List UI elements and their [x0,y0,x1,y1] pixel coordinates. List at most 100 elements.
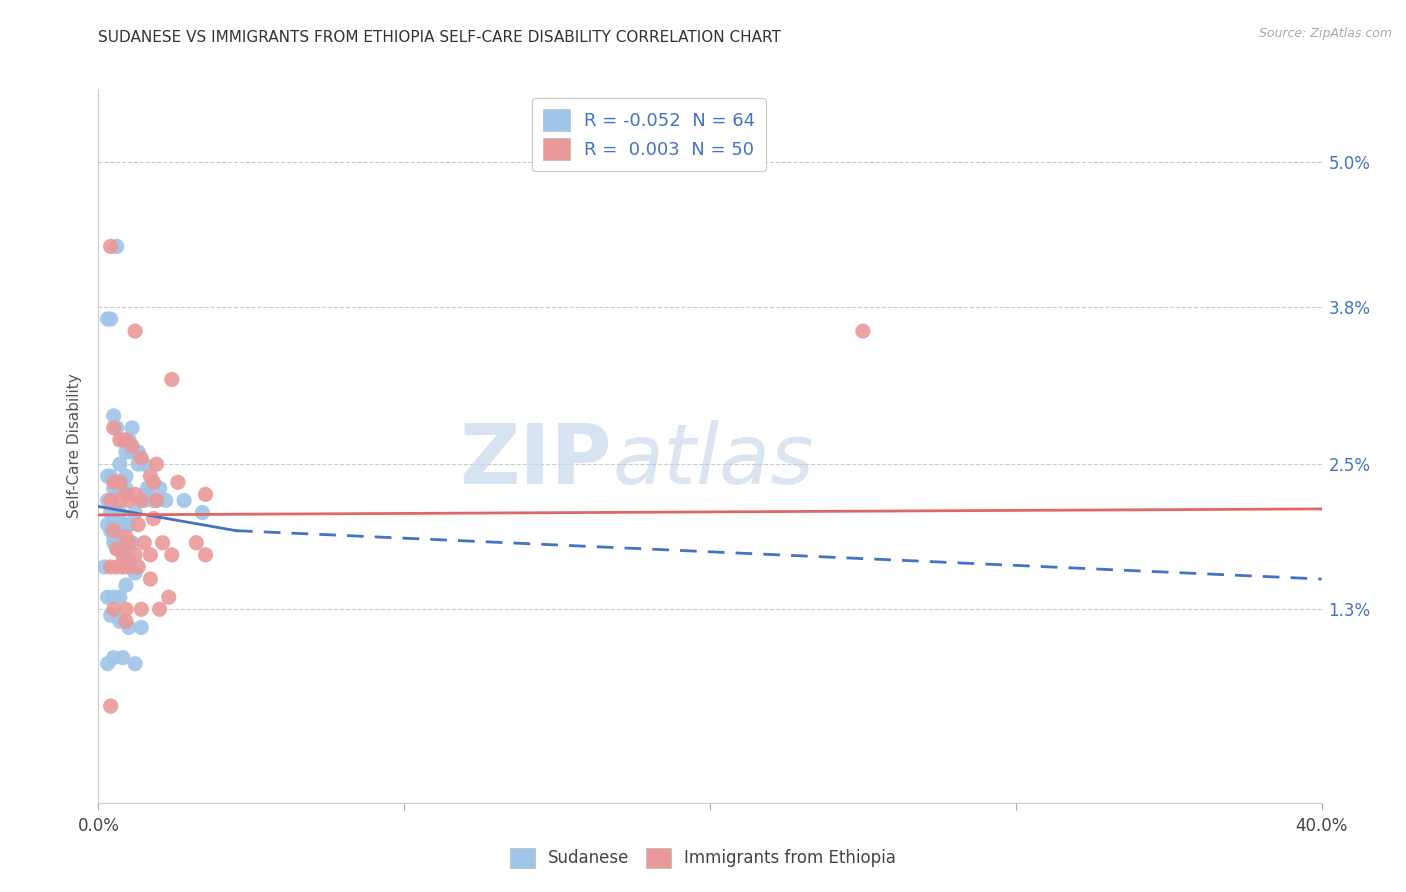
Point [108,493,131,508]
Point [118,493,141,508]
Point [105,506,128,520]
Point [124,487,146,501]
Legend: Sudanese, Immigrants from Ethiopia: Sudanese, Immigrants from Ethiopia [503,841,903,875]
Point [155,493,177,508]
Point [115,433,138,447]
Point [103,524,125,538]
Point [139,469,162,483]
Point [127,445,149,459]
Point [142,511,165,525]
Point [97,657,120,671]
Point [97,590,120,604]
Point [111,433,134,447]
Point [129,451,152,466]
Point [97,493,120,508]
Point [105,524,128,538]
Point [108,457,131,471]
Point [108,590,131,604]
Point [115,469,138,483]
Point [136,481,159,495]
Point [108,530,131,544]
Point [134,457,156,471]
Point [108,475,131,490]
Point [191,506,214,520]
Text: atlas: atlas [612,420,814,500]
Point [186,535,208,549]
Point [194,487,217,501]
Point [134,535,156,549]
Point [100,469,122,483]
Point [103,650,125,665]
Point [124,324,146,338]
Point [100,524,122,538]
Point [121,439,143,453]
Point [115,517,138,532]
Point [160,372,183,386]
Text: ZIP: ZIP [460,420,612,500]
Point [118,535,141,549]
Point [97,517,120,532]
Point [149,481,172,495]
Point [105,541,128,556]
Point [100,312,122,326]
Point [142,493,165,508]
Point [100,608,122,623]
Point [100,239,122,253]
Point [100,506,122,520]
Text: Source: ZipAtlas.com: Source: ZipAtlas.com [1258,27,1392,40]
Point [121,535,143,549]
Point [118,433,141,447]
Point [142,475,165,490]
Legend: R = -0.052  N = 64, R =  0.003  N = 50: R = -0.052 N = 64, R = 0.003 N = 50 [531,98,766,171]
Point [100,699,122,714]
Point [121,445,143,459]
Point [157,590,180,604]
Point [115,602,138,616]
Point [103,409,125,423]
Point [139,548,162,562]
Point [115,535,138,549]
Point [108,481,131,495]
Point [194,548,217,562]
Point [118,517,141,532]
Point [127,457,149,471]
Point [149,602,172,616]
Point [127,560,149,574]
Point [108,433,131,447]
Point [124,657,146,671]
Point [111,560,134,574]
Point [136,487,159,501]
Point [115,487,138,501]
Point [129,602,152,616]
Point [103,475,125,490]
Point [103,535,125,549]
Point [167,475,190,490]
Point [115,445,138,459]
Point [103,517,125,532]
Point [118,517,141,532]
Point [118,620,141,634]
Point [108,506,131,520]
Point [105,560,128,574]
Point [127,517,149,532]
Point [111,548,134,562]
Point [129,620,152,634]
Point [852,324,875,338]
Point [173,493,195,508]
Point [124,506,146,520]
Point [118,554,141,568]
Point [111,548,134,562]
Point [152,535,174,549]
Point [105,239,128,253]
Point [97,469,120,483]
Point [129,493,152,508]
Point [124,548,146,562]
Point [100,493,122,508]
Point [145,457,167,471]
Point [121,421,143,435]
Point [103,590,125,604]
Point [105,421,128,435]
Point [103,530,125,544]
Point [103,481,125,495]
Point [93,560,115,574]
